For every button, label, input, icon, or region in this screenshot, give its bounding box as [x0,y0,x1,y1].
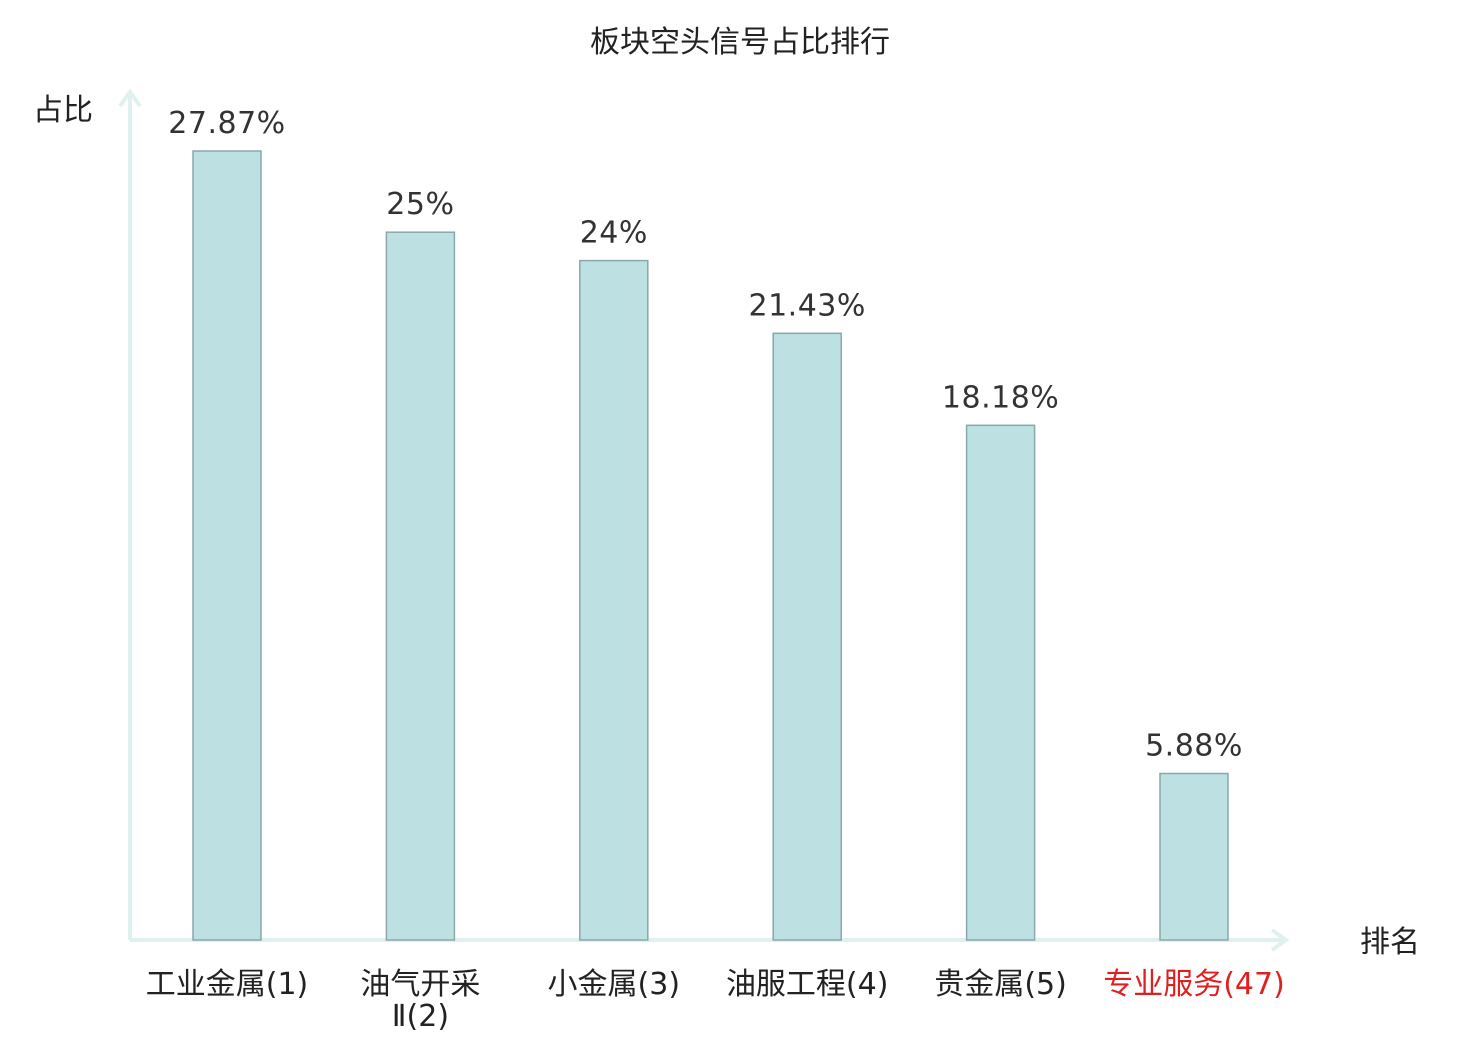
bars-group [192,150,1229,941]
y-axis-label: 占比 [33,93,93,128]
chart-title: 板块空头信号占比排行 [590,25,890,60]
bar [1159,772,1229,941]
category-label: 专业服务(47) [1103,967,1285,1002]
bar [192,150,262,941]
bar [772,332,842,941]
x-axis-label: 排名 [1360,925,1420,960]
bar-value-label: 24% [580,216,648,251]
category-label: Ⅱ(2) [392,999,449,1034]
bar-value-label: 27.87% [168,106,285,141]
category-label: 贵金属(5) [934,967,1067,1002]
bar [965,424,1036,941]
category-label: 油气开采 [360,967,480,1002]
y-axis [118,88,142,940]
category-label: 工业金属(1) [146,967,309,1002]
bar-value-label: 25% [386,187,454,222]
bar [579,259,649,941]
category-label: 油服工程(4) [726,967,889,1002]
bar [385,231,456,941]
x-axis [130,928,1290,952]
bar-value-label: 5.88% [1145,729,1243,764]
bar-value-label: 18.18% [942,380,1059,415]
category-label: 小金属(3) [548,967,681,1002]
value-labels-group: 27.87% 25% 24% 21.43% 18.18% 5.88% [168,106,1243,764]
bar-value-label: 21.43% [749,288,866,323]
